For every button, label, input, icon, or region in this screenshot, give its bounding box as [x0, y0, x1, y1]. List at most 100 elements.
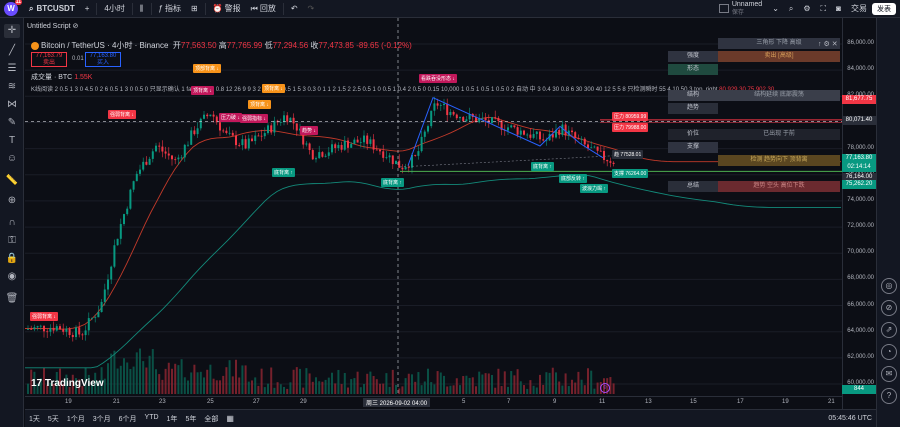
volume-bar	[468, 377, 471, 394]
range-button[interactable]: 1天	[29, 415, 40, 423]
range-button[interactable]: 5年	[185, 415, 197, 423]
candle-body	[215, 116, 218, 123]
volume-bar	[187, 380, 189, 394]
candle-body	[289, 117, 292, 122]
publish-button[interactable]: 发表	[872, 2, 896, 15]
volume-bar	[177, 365, 180, 394]
rocket-icon[interactable]: ⇗	[881, 322, 897, 338]
range-button[interactable]: 3个月	[92, 415, 111, 423]
volume-bar	[395, 384, 397, 394]
templates-button[interactable]: ⊞	[186, 0, 203, 18]
buy-button[interactable]: 77,163.80 买入	[85, 52, 121, 67]
snapshot-button[interactable]: ◙	[831, 0, 846, 18]
volume-bar	[455, 378, 458, 394]
symbol-label: BTCUSDT	[36, 4, 75, 13]
range-button[interactable]: 6个月	[118, 415, 137, 423]
candle-body	[270, 125, 273, 133]
volume-bar	[103, 378, 106, 394]
volume-bar	[283, 386, 285, 394]
interval-selector[interactable]: 4小时	[99, 0, 129, 18]
candle-body	[100, 301, 103, 313]
zoom-in-icon[interactable]: ⊕	[7, 195, 17, 206]
candle-body	[52, 327, 55, 331]
time-axis[interactable]: 19 21 23 25 27 29 周三 2026-09-02 04:00 5 7 9 11 13 15…	[25, 396, 842, 409]
collapse-icon[interactable]: ↑	[818, 41, 822, 48]
range-button[interactable]: 1个月	[66, 415, 85, 423]
price-chart-svg	[25, 18, 842, 409]
lock-icon[interactable]: 🔒	[5, 253, 19, 264]
brush-icon[interactable]: ✎	[7, 117, 17, 128]
channel-icon[interactable]: ≋	[7, 81, 17, 92]
volume-bar	[391, 369, 394, 394]
trade-button[interactable]: 交易	[846, 0, 872, 18]
volume-bar	[363, 383, 365, 394]
layout-button[interactable]: Unnamed 保存	[714, 0, 767, 18]
chart-type-button[interactable]: ⫼	[135, 0, 149, 18]
bell-icon[interactable]: ◔	[881, 344, 897, 360]
volume-bar	[558, 381, 561, 394]
price-tag: 02:14:14	[842, 163, 876, 172]
target-icon[interactable]: ◎	[881, 278, 897, 294]
volume-bar	[123, 358, 125, 394]
eye-icon[interactable]: ◉	[7, 271, 17, 282]
high-value: 77,765.99	[226, 41, 263, 50]
range-button[interactable]: 1年	[166, 415, 178, 423]
fullscreen-button[interactable]: ⛶	[816, 0, 832, 18]
add-symbol-button[interactable]: +	[80, 0, 95, 18]
pattern-icon[interactable]: ⋈	[7, 99, 17, 110]
chart-pane[interactable]	[25, 18, 842, 409]
replay-button[interactable]: ⏮ 回放	[246, 0, 281, 18]
candle-body	[609, 161, 612, 163]
calendar-icon[interactable]: ▦	[226, 414, 234, 423]
right-toolbar: ◎ ⊘ ⇗ ◔ ✉ ?	[876, 18, 900, 427]
candle-body	[235, 135, 237, 146]
undo-icon: ↶	[290, 4, 298, 13]
utc-clock[interactable]: 05:45:46 UTC	[828, 415, 872, 422]
magnet-icon[interactable]: ∩	[8, 217, 16, 228]
ruler-icon[interactable]: 📏	[5, 175, 19, 186]
redo-button[interactable]: ↷	[303, 0, 320, 18]
settings-button[interactable]: ⚙	[798, 0, 815, 18]
text-icon[interactable]: T	[8, 135, 16, 146]
volume-bar	[529, 380, 532, 394]
price-axis[interactable]: 86,000.0084,000.0082,000.0080,000.0078,0…	[842, 18, 876, 409]
notification-badge: 11	[14, 0, 22, 5]
user-avatar[interactable]: W 11	[4, 0, 22, 16]
lock-drawings-icon[interactable]: ⚿	[8, 235, 16, 246]
settings-icon[interactable]: ⚙	[823, 41, 830, 48]
symbol-search[interactable]: ⌕ BTCUSDT	[24, 0, 80, 18]
buy-price: 77,163.80	[89, 53, 117, 59]
compass-icon[interactable]: ⊘	[881, 300, 897, 316]
undo-button[interactable]: ↶	[286, 0, 303, 18]
layout-dropdown[interactable]: ⌄	[767, 0, 784, 18]
crosshair-icon[interactable]: ✛	[4, 24, 20, 38]
candle-body	[452, 111, 455, 115]
horizontal-lines-icon[interactable]: ☰	[7, 63, 17, 74]
trend-line-icon[interactable]: ╱	[8, 45, 16, 56]
volume-bar	[225, 367, 228, 394]
range-button[interactable]: 全部	[204, 415, 219, 423]
help-icon[interactable]: ?	[881, 388, 897, 404]
chat-icon[interactable]: ✉	[881, 366, 897, 382]
alert-button[interactable]: ⏰ 警报	[208, 0, 246, 18]
time-tick: 17	[737, 399, 744, 405]
volume-bar	[311, 381, 314, 394]
candle-body	[46, 331, 49, 333]
indicator-toggle-icon[interactable]: ◊	[600, 383, 610, 393]
range-button[interactable]: YTD	[144, 413, 159, 421]
range-button[interactable]: 5天	[47, 415, 59, 423]
trash-icon[interactable]: 🗑	[5, 293, 19, 304]
volume-bar	[215, 380, 218, 394]
close-icon[interactable]: ✕	[831, 41, 838, 48]
candle-body	[196, 128, 199, 135]
quick-search-button[interactable]: ⌕	[784, 0, 798, 18]
candle-body	[155, 145, 157, 152]
divider	[150, 2, 152, 15]
indicators-button[interactable]: ƒ 指标	[154, 0, 186, 18]
sell-button[interactable]: 77,163.79 卖出	[31, 52, 67, 67]
volume-bar	[27, 383, 29, 394]
script-tab[interactable]: Untitled Script ⊘	[27, 22, 78, 30]
emoji-icon[interactable]: ☺	[6, 153, 18, 164]
volume-bar	[113, 350, 116, 394]
candle-body	[161, 146, 164, 152]
